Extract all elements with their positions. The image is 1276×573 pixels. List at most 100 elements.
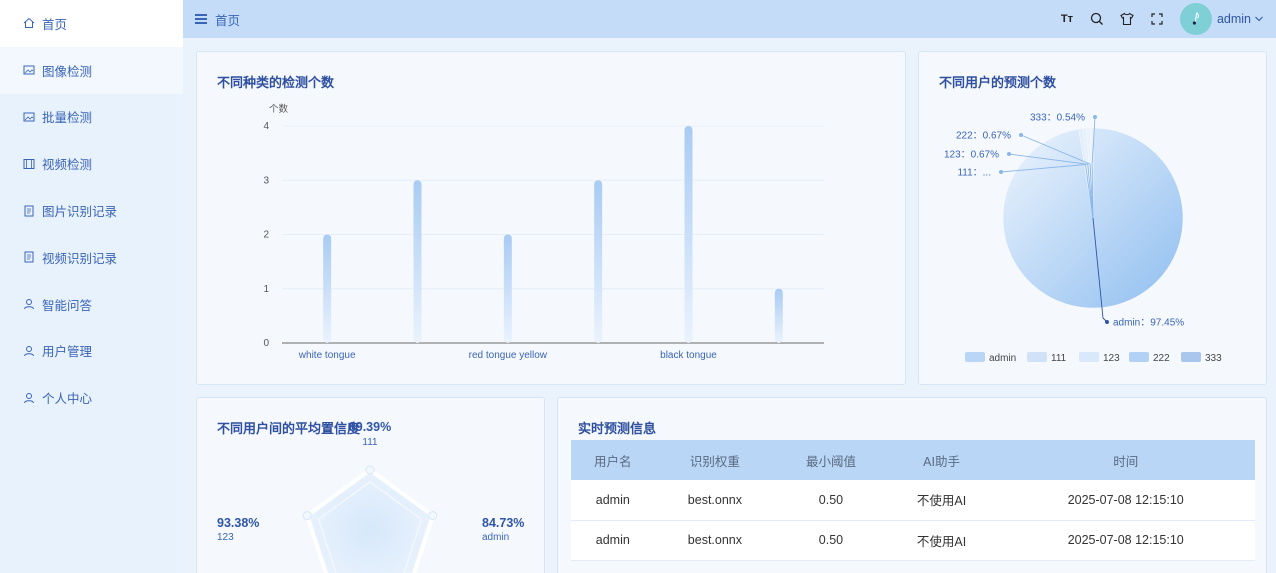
- sidebar-item-label: 智能问答: [42, 298, 93, 313]
- sidebar-item-label: 视频检测: [42, 158, 93, 173]
- legend-swatch: [1079, 352, 1099, 362]
- y-tick-label: 1: [263, 284, 269, 295]
- y-tick-label: 2: [263, 230, 269, 241]
- pie-leader-dot: [1105, 320, 1109, 324]
- x-tick-label: black tongue: [660, 350, 717, 361]
- y-axis-label: 个数: [269, 103, 289, 115]
- pie-chart: admin：97.45% 111：... 123：0.67% 222：0.67% 333…: [944, 113, 1222, 365]
- sidebar-item-video-records[interactable]: 视频识别记录: [0, 234, 183, 281]
- breadcrumb[interactable]: 首页: [215, 13, 241, 28]
- bar-chart-title: 不同种类的检测个数: [217, 75, 335, 90]
- table-cell: 0.50: [775, 520, 887, 561]
- bar-chart: 个数 0 1 2 3 4 white tongue red tongue yellow blac…: [263, 103, 824, 361]
- legend-label: 111: [1051, 353, 1067, 364]
- table-header-row: 用户名 识别权重 最小阈值 AI助手 时间: [571, 440, 1255, 480]
- record-icon: [22, 204, 36, 218]
- legend-swatch: [1129, 352, 1149, 362]
- radar-vertex: [302, 511, 312, 521]
- chevron-down-icon[interactable]: [1254, 14, 1264, 24]
- legend-label: 222: [1153, 353, 1170, 364]
- pie-chart-title: 不同用户的预测个数: [939, 75, 1057, 90]
- pie-chart-card: 不同用户的预测个数 admin：97.45% 111：... 123：0.67% 22…: [918, 51, 1267, 385]
- pie-leader-dot: [1019, 133, 1023, 137]
- table-header-cell: 时间: [996, 440, 1255, 480]
- x-tick-label: white tongue: [298, 350, 356, 361]
- pie-label: 123：0.67%: [944, 150, 999, 161]
- legend-label: 123: [1103, 353, 1120, 364]
- radar-indicator-label: admin: [482, 532, 509, 543]
- legend-label: 333: [1205, 353, 1222, 364]
- pie-label: 222：0.67%: [956, 131, 1011, 142]
- radar-chart-card: 不同用户间的平均置信度 89.39% 111 84.73% admin 93.38% 12…: [196, 397, 545, 573]
- pie-label: 111：...: [957, 168, 991, 179]
- table-row[interactable]: admin best.onnx 0.50 不使用AI 2025-07-08 12…: [571, 480, 1255, 521]
- y-tick-label: 4: [263, 121, 269, 132]
- sidebar-item-user-management[interactable]: 用户管理: [0, 328, 183, 375]
- sidebar-item-label: 首页: [42, 17, 68, 32]
- sidebar: 首页 图像检测 批量检测 视频检测 图片识别记录 视频识别记录 智能问答 用户管…: [0, 0, 183, 573]
- radar-outline: [304, 467, 436, 573]
- pie-leader-dot: [999, 170, 1003, 174]
- record-icon: [22, 250, 36, 264]
- sidebar-item-batch-detect[interactable]: 批量检测: [0, 94, 183, 141]
- fullscreen-icon[interactable]: [1142, 0, 1172, 38]
- pie-leader-line: [1008, 153, 1094, 219]
- pie-leader-line: [1000, 164, 1094, 219]
- font-size-icon[interactable]: Tт: [1060, 13, 1073, 25]
- home-icon: [22, 16, 36, 30]
- legend-swatch: [1181, 352, 1201, 362]
- table-cell: admin: [571, 520, 655, 561]
- realtime-table: 用户名 识别权重 最小阈值 AI助手 时间 admin best.onnx 0.…: [571, 440, 1255, 561]
- pie-leader-dot: [1093, 115, 1097, 119]
- radar-value-label: 93.38%: [217, 516, 259, 530]
- radar-vertex: [428, 511, 438, 521]
- pie-leader-line: [1020, 134, 1094, 219]
- bar-chart-card: 不同种类的检测个数 个数 0 1 2 3 4 white tongue red tongue …: [196, 51, 906, 385]
- sidebar-item-home[interactable]: 首页: [0, 0, 183, 47]
- table-cell: 2025-07-08 12:15:10: [996, 480, 1255, 521]
- table-cell: best.onnx: [654, 480, 776, 521]
- bar: [774, 288, 783, 343]
- user-icon: [22, 297, 36, 311]
- radar-chart-title: 不同用户间的平均置信度: [217, 421, 361, 436]
- radar-value-label: 89.39%: [349, 420, 391, 434]
- sidebar-item-qa[interactable]: 智能问答: [0, 281, 183, 328]
- table-header-cell: 识别权重: [654, 440, 776, 480]
- table-row[interactable]: admin best.onnx 0.50 不使用AI 2025-07-08 12…: [571, 520, 1255, 561]
- image-icon: [22, 110, 36, 124]
- sidebar-item-label: 图片识别记录: [42, 205, 118, 220]
- legend-label: admin: [989, 353, 1016, 364]
- table-cell: 不使用AI: [886, 520, 997, 561]
- avatar[interactable]: [1179, 3, 1212, 35]
- sidebar-item-image-records[interactable]: 图片识别记录: [0, 187, 183, 234]
- radar-chart: 89.39% 111 84.73% admin 93.38% 123: [217, 420, 524, 573]
- table-header-cell: AI助手: [886, 440, 997, 480]
- bar: [503, 234, 512, 343]
- search-icon[interactable]: [1082, 0, 1112, 38]
- bar: [323, 234, 332, 343]
- radar-value-label: 84.73%: [482, 516, 524, 530]
- table-cell: 不使用AI: [886, 480, 997, 521]
- menu-toggle-icon[interactable]: [195, 14, 207, 24]
- sidebar-item-label: 批量检测: [42, 111, 93, 126]
- y-tick-label: 0: [263, 338, 269, 349]
- sidebar-item-label: 视频识别记录: [42, 251, 118, 266]
- realtime-table-card: 实时预测信息 用户名 识别权重 最小阈值 AI助手 时间 admin best.…: [557, 397, 1267, 573]
- table-cell: admin: [571, 480, 655, 521]
- theme-shirt-icon[interactable]: [1112, 0, 1142, 38]
- table-cell: 2025-07-08 12:15:10: [996, 520, 1255, 561]
- x-tick-label: red tongue yellow: [469, 350, 548, 361]
- top-header: 首页 Tт admin: [183, 0, 1276, 38]
- legend-swatch: [1027, 352, 1047, 362]
- sidebar-item-image-detect[interactable]: 图像检测: [0, 46, 183, 94]
- image-icon: [22, 63, 36, 77]
- user-icon: [22, 344, 36, 358]
- username[interactable]: admin: [1216, 12, 1251, 26]
- sidebar-item-video-detect[interactable]: 视频检测: [0, 140, 183, 187]
- table-cell: 0.50: [775, 480, 887, 521]
- radar-indicator-label: 123: [217, 532, 234, 543]
- sidebar-item-profile[interactable]: 个人中心: [0, 374, 183, 421]
- table-header-cell: 用户名: [571, 440, 655, 480]
- pie-label: admin：97.45%: [1113, 318, 1184, 329]
- sidebar-item-label: 用户管理: [42, 345, 93, 360]
